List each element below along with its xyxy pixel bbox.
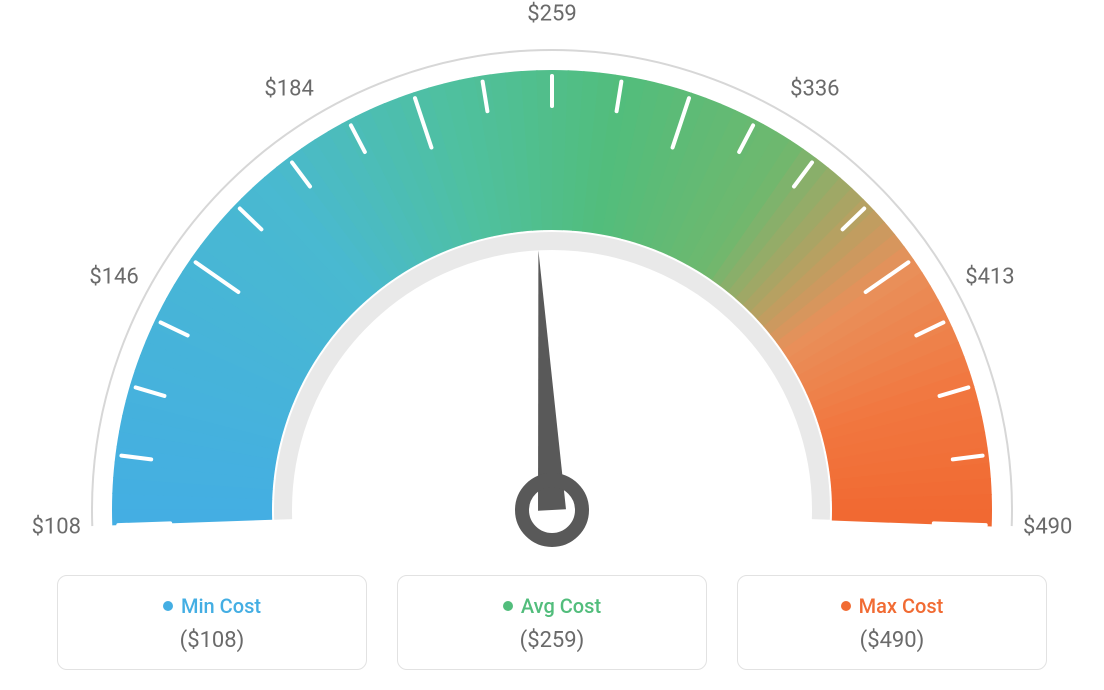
cost-cards-row: Min Cost ($108) Avg Cost ($259) Max Cost…	[50, 575, 1054, 670]
avg-cost-value: ($259)	[418, 628, 686, 653]
gauge-tick-label: $336	[790, 77, 839, 102]
max-cost-title: Max Cost	[859, 594, 944, 618]
gauge-tick-label: $146	[89, 265, 138, 290]
gauge-tick-label: $413	[965, 265, 1014, 290]
gauge-tick-label: $108	[32, 515, 81, 540]
max-cost-card: Max Cost ($490)	[737, 575, 1047, 670]
max-cost-value: ($490)	[758, 628, 1026, 653]
gauge-chart: $108 $146 $184 $259 $336 $413 $490	[0, 0, 1104, 560]
avg-cost-title: Avg Cost	[521, 594, 601, 618]
min-cost-value: ($108)	[78, 628, 346, 653]
avg-cost-card: Avg Cost ($259)	[397, 575, 707, 670]
max-dot-icon	[841, 601, 851, 611]
avg-dot-icon	[503, 601, 513, 611]
gauge-svg	[0, 0, 1104, 560]
min-cost-card: Min Cost ($108)	[57, 575, 367, 670]
min-cost-title: Min Cost	[181, 594, 261, 618]
gauge-tick-label: $184	[264, 77, 313, 102]
gauge-tick-label: $490	[1023, 515, 1072, 540]
min-dot-icon	[163, 601, 173, 611]
gauge-needle	[522, 250, 582, 540]
gauge-tick-label: $259	[527, 2, 576, 27]
